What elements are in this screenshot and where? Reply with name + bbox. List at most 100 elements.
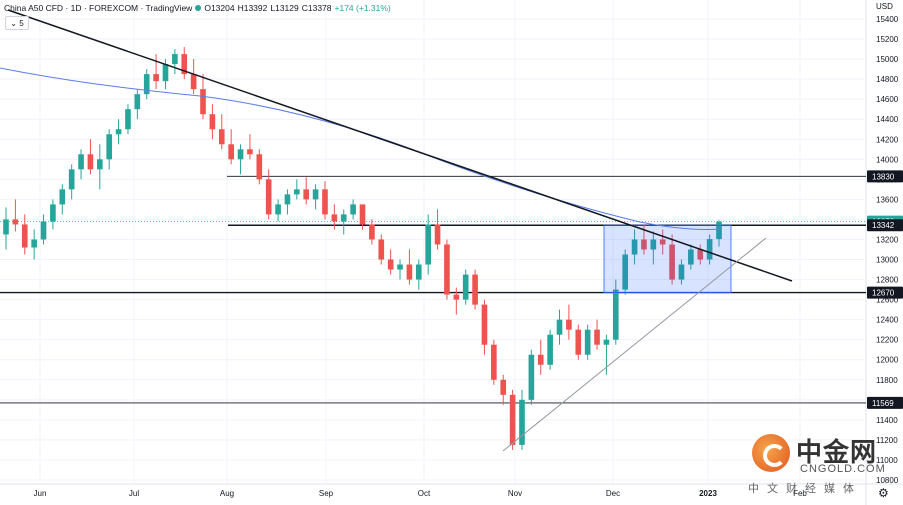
price-tick-label: 12400 — [876, 316, 899, 325]
candle-body — [312, 189, 319, 200]
time-tick-label: Nov — [508, 489, 522, 498]
candle-body — [378, 239, 385, 260]
candle-body — [444, 244, 450, 295]
settings-gear-icon[interactable]: ⚙ — [878, 486, 889, 500]
candle-body — [500, 379, 507, 395]
candle-body — [200, 89, 206, 115]
candle-body — [162, 64, 169, 82]
candle-body — [603, 339, 610, 345]
candle-body — [359, 204, 366, 225]
candle-body — [537, 354, 544, 365]
market-status-icon — [195, 5, 202, 11]
candle-body — [134, 94, 141, 110]
chart-header: China A50 CFD · 1D · FOREXCOM · TradingV… — [4, 3, 394, 13]
candle-body — [397, 264, 403, 270]
candle-body — [612, 289, 619, 340]
candle-body — [659, 239, 666, 245]
candle-body — [303, 189, 310, 200]
indicator-toggle[interactable]: ⌄ 5 — [5, 16, 29, 30]
price-label-box — [867, 286, 903, 299]
candle-body — [40, 221, 47, 240]
price-tick-label: 10800 — [876, 476, 899, 485]
price-tick-label: 12800 — [876, 276, 899, 285]
price-label-text: 12670 — [872, 289, 895, 298]
candle-body — [462, 274, 469, 300]
price-tick-label: 14400 — [876, 115, 899, 124]
candle-body — [547, 334, 553, 365]
price-tick-label: 12200 — [876, 336, 899, 345]
watermark-cn: 中金网 — [796, 438, 878, 468]
time-tick-label: Dec — [606, 489, 620, 498]
candle-body — [415, 264, 422, 280]
candle-body — [566, 319, 572, 330]
candle-body — [284, 194, 291, 205]
candle-body — [369, 224, 375, 240]
price-tick-label: 14200 — [876, 135, 899, 144]
horizontal-levels — [0, 175, 866, 404]
time-axis[interactable]: Jun Jul Aug Sep Oct Nov Dec 2023 Feb — [34, 489, 808, 498]
candle-body — [143, 74, 150, 95]
watermark: 中金网 CNGOLD.COM 中文财经媒体 — [748, 432, 902, 502]
candle-body — [434, 224, 441, 245]
candle-body — [115, 129, 122, 135]
candle-body — [575, 329, 582, 355]
candle-body — [218, 129, 225, 145]
candle-body — [594, 329, 600, 345]
watermark-en: CNGOLD.COM — [800, 463, 886, 475]
candle-body — [406, 264, 413, 280]
candle-body — [622, 254, 628, 290]
candle-body — [528, 354, 535, 400]
candle-body — [237, 149, 244, 160]
candle-body — [716, 221, 722, 240]
candle-body — [59, 189, 66, 205]
candle-body — [31, 239, 37, 248]
candle-body — [631, 239, 638, 255]
price-tick-label: 14000 — [876, 155, 899, 164]
ascending-trendline — [502, 237, 767, 452]
candle-body — [21, 224, 28, 248]
time-tick-label: Jun — [34, 489, 47, 498]
candle-body — [50, 204, 56, 222]
candle-body — [106, 134, 113, 160]
overlays — [0, 9, 793, 452]
candle-body — [97, 159, 103, 170]
time-tick-label: Sep — [319, 489, 334, 498]
symbol-title[interactable]: China A50 CFD · 1D · FOREXCOM · TradingV… — [4, 3, 193, 13]
candle-body — [678, 264, 685, 280]
price-label-box — [867, 170, 903, 183]
currency-label[interactable]: USD — [876, 2, 893, 11]
candle-body — [556, 319, 563, 335]
candle-body — [453, 294, 460, 300]
candle-body — [387, 259, 394, 270]
price-labels: 1383013378133421267011569 — [867, 170, 903, 409]
price-axis[interactable]: 15400 15200 15000 14800 14600 14400 14200 14000… — [876, 15, 899, 485]
candle-body — [294, 189, 300, 195]
candle-body — [172, 54, 178, 65]
candle-body — [491, 344, 497, 380]
close-value: C13378 — [301, 3, 332, 13]
price-tick-label: 11800 — [876, 376, 898, 385]
price-label-box — [867, 219, 903, 232]
candle-body — [509, 394, 516, 445]
descending-trendline — [7, 9, 793, 282]
time-tick-label: Aug — [220, 489, 234, 498]
time-tick-label: Jul — [129, 489, 139, 498]
candle-body — [3, 219, 9, 235]
price-tick-label: 15400 — [876, 15, 899, 24]
candle-body — [519, 399, 525, 445]
price-label-text: 11569 — [872, 399, 894, 408]
candle-body — [78, 154, 84, 170]
low-value: L13129 — [270, 3, 299, 13]
candle-body — [706, 239, 713, 260]
price-label-box — [867, 396, 903, 409]
candle-body — [228, 144, 234, 160]
candle-body — [697, 249, 704, 260]
candle-body — [181, 54, 188, 75]
price-tick-label: 12000 — [876, 356, 899, 365]
cngold-logo-icon — [752, 434, 790, 472]
candle-body — [256, 154, 263, 180]
candle-body — [425, 224, 431, 265]
candle-body — [265, 179, 272, 215]
